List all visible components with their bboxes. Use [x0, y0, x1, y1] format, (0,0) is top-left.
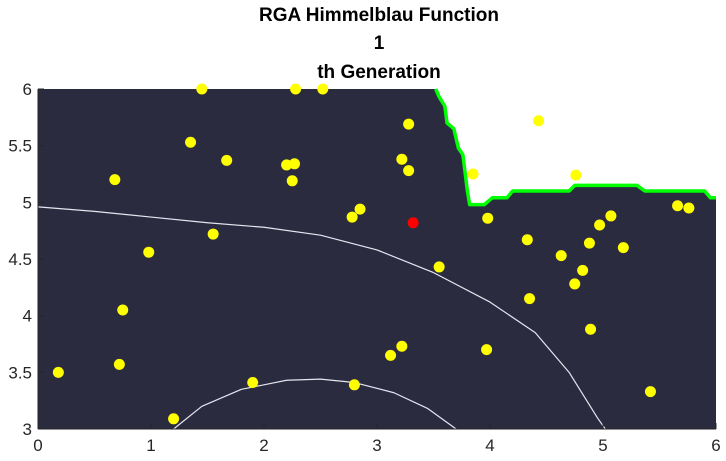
population-point — [354, 203, 366, 215]
population-point — [196, 83, 208, 95]
best-point — [407, 217, 419, 229]
population-point — [555, 250, 567, 262]
x-tick-label: 1 — [146, 436, 155, 455]
population-point — [207, 228, 219, 240]
population-point — [577, 264, 589, 276]
constraint-boundary — [434, 88, 716, 207]
population-point — [185, 136, 197, 148]
population-point — [617, 242, 629, 254]
population-point — [403, 165, 415, 177]
y-tick-label: 4.5 — [8, 250, 32, 269]
population-point — [346, 211, 358, 223]
population-point — [594, 219, 606, 231]
population-point — [672, 200, 684, 212]
population-point — [585, 323, 597, 335]
population-point — [109, 174, 121, 186]
population-point — [348, 379, 360, 391]
population-point — [113, 358, 125, 370]
y-tick-label: 3.5 — [8, 363, 32, 382]
title-line-1: RGA Himmelblau Function — [259, 5, 499, 26]
population-point — [396, 340, 408, 352]
population-point — [396, 153, 408, 165]
population-point — [481, 344, 493, 356]
contour-line-1 — [37, 206, 606, 430]
y-tick-label: 3 — [23, 420, 32, 439]
population-point — [583, 237, 595, 249]
title-line-3: th Generation — [317, 62, 441, 83]
population-point — [52, 366, 64, 378]
population-point — [644, 386, 656, 398]
y-tick-label: 4 — [23, 307, 32, 326]
y-tick-label: 6 — [23, 80, 32, 99]
population-point — [569, 278, 581, 290]
population-point — [403, 118, 415, 130]
population-point — [533, 115, 545, 127]
population-point — [683, 202, 695, 214]
population-point — [524, 293, 536, 305]
population-layer — [52, 83, 695, 425]
x-tick-label: 0 — [33, 436, 42, 455]
population-point — [286, 175, 298, 187]
axes: 0 1 2 3 4 5 6 3 3.5 4 4.5 5 5.5 6 — [8, 80, 720, 455]
population-point — [168, 413, 180, 425]
chart-title: RGA Himmelblau Function 1 th Generation — [259, 5, 499, 83]
population-point — [221, 154, 233, 166]
population-point — [143, 246, 155, 258]
y-tick-label: 5.5 — [8, 137, 32, 156]
population-point — [317, 83, 329, 95]
x-tick-label: 2 — [259, 436, 268, 455]
y-tick-label: 5 — [23, 193, 32, 212]
constraint-boundary-layer — [434, 88, 716, 207]
feasible-region-layer — [435, 89, 716, 205]
population-point — [290, 83, 302, 95]
title-line-2: 1 — [374, 33, 385, 54]
population-point — [289, 158, 301, 170]
population-point — [521, 234, 533, 246]
x-tick-label: 6 — [711, 436, 720, 455]
contour-layer — [37, 206, 606, 430]
population-point — [247, 377, 259, 389]
population-point — [385, 349, 397, 361]
population-point — [467, 168, 479, 180]
population-point — [605, 210, 617, 222]
population-point — [570, 169, 582, 181]
x-tick-label: 3 — [372, 436, 381, 455]
x-tick-label: 4 — [485, 436, 494, 455]
population-point — [433, 261, 445, 273]
best-individual-layer — [407, 217, 419, 229]
contour-line-2 — [173, 378, 457, 430]
population-point — [117, 304, 129, 316]
feasible-region — [435, 89, 716, 205]
population-point — [482, 212, 494, 224]
x-tick-label: 5 — [598, 436, 607, 455]
